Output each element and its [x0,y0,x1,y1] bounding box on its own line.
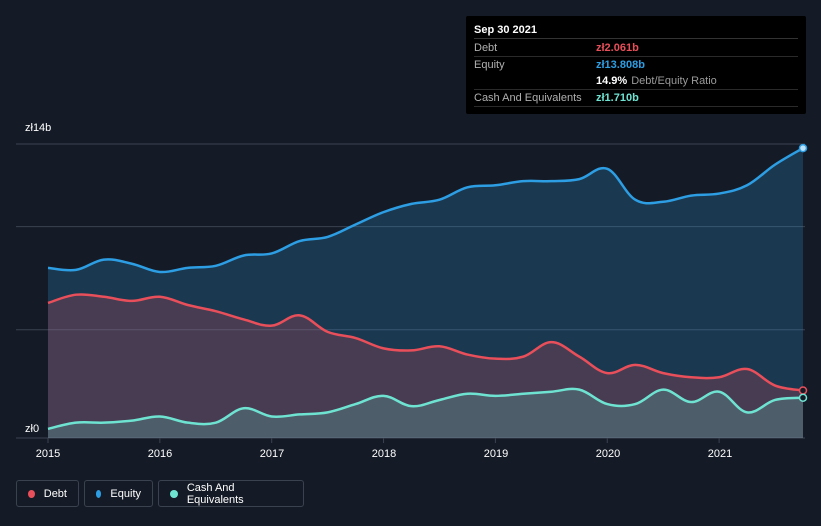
legend-debt[interactable]: Debt [16,480,79,507]
legend-equity-label: Equity [110,487,141,500]
equity-line [47,147,804,274]
tooltip-debt-row: Debt zł2.061b [474,40,798,57]
equity-end-marker [798,143,808,153]
y-tick-label-zero: zł0 [25,423,40,435]
grid [16,143,805,443]
y-tick-label-top: zł14b [25,122,52,134]
end-points [798,143,808,402]
legend-equity-dot-icon [96,489,102,498]
tooltip-equity-label: Equity [474,59,505,71]
series-areas [48,148,803,438]
tooltip-ratio-row: 14.9% Debt/Equity Ratio [474,73,798,90]
tooltip-equity-value: zł13.808b [596,59,645,71]
x-tick-label-2016: 2016 [147,448,173,460]
equity-area [48,148,803,438]
tooltip-date: Sep 30 2021 [474,22,798,39]
debt-area [48,294,803,438]
tooltip-debt-value: zł2.061b [596,42,639,54]
tooltip-cash-row: Cash And Equivalents zł1.710b [474,90,798,107]
tooltip: Sep 30 2021 Debt zł2.061b Equity zł13.80… [466,16,806,114]
x-tick-label-2019: 2019 [483,448,509,460]
legend-debt-label: Debt [43,487,67,500]
cash-end-marker [798,393,808,402]
tooltip-equity-row: Equity zł13.808b [474,57,798,73]
x-tick-label-2018: 2018 [371,448,397,460]
legend-cash-dot-icon [170,489,178,498]
legend-debt-dot-icon [28,489,35,498]
debt-end-marker [798,386,808,395]
tooltip-ratio-label: Debt/Equity Ratio [631,75,717,87]
x-tick-label-2015: 2015 [35,448,61,460]
cash-area [48,388,803,438]
series-lines [47,147,804,431]
tooltip-cash-value: zł1.710b [596,92,639,104]
tooltip-cash-label: Cash And Equivalents [474,92,582,104]
tooltip-debt-label: Debt [474,42,498,54]
legend-equity[interactable]: Equity [84,480,153,507]
debt-line [47,293,804,392]
cash-line [47,387,804,431]
x-tick-label-2021: 2021 [707,448,733,460]
legend-cash-label: Cash And Equivalents [186,481,244,506]
x-tick-label-2020: 2020 [595,448,621,460]
legend-cash[interactable]: Cash And Equivalents [158,480,304,507]
x-tick-label-2017: 2017 [259,448,285,460]
tooltip-ratio-value: 14.9% [596,75,628,87]
